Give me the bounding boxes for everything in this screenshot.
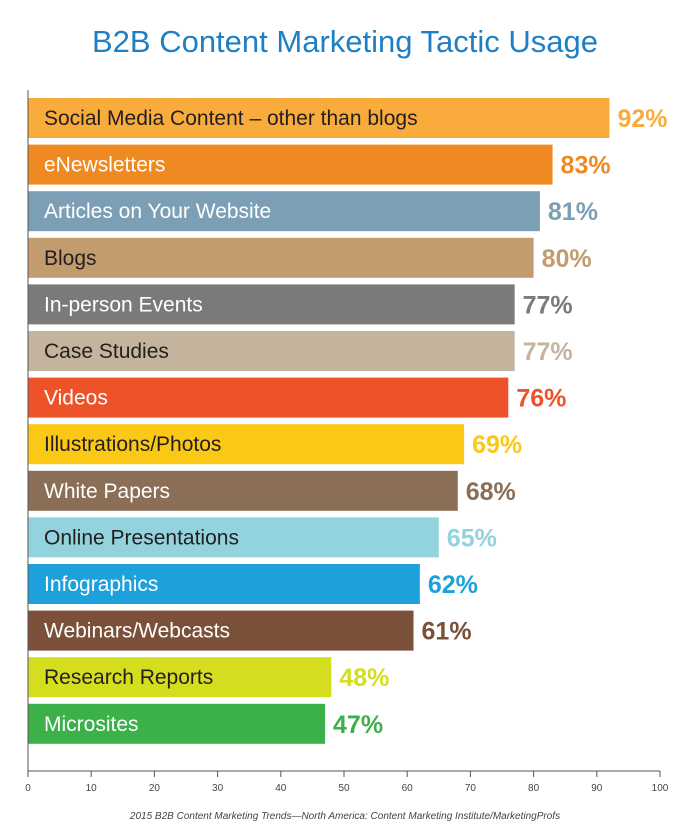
bar-category-label: Videos [44, 387, 108, 410]
chart-title: B2B Content Marketing Tactic Usage [92, 24, 598, 59]
bar-category-label: Illustrations/Photos [44, 433, 221, 456]
x-tick-label: 50 [338, 783, 350, 794]
bar-value-label: 48% [339, 664, 389, 692]
bar-category-label: Articles on Your Website [44, 200, 271, 223]
bar [28, 98, 610, 138]
bar-category-label: Online Presentations [44, 526, 239, 549]
bar-value-label: 65% [447, 524, 497, 552]
bars-group: Social Media Content – other than blogs 9… [28, 98, 667, 744]
bar [28, 657, 332, 698]
x-tick-label: 0 [25, 783, 31, 794]
bar-category-label: Infographics [44, 573, 158, 596]
bar-category-label: In-person Events [44, 293, 203, 316]
bar-category-label: White Papers [44, 480, 170, 503]
bar-category-label: eNewsletters [44, 154, 165, 177]
bar-value-label: 80% [542, 245, 592, 273]
x-tick-label: 40 [275, 783, 287, 794]
x-tick-label: 10 [86, 783, 98, 794]
bar-category-label: Webinars/Webcasts [44, 620, 230, 643]
bar-category-label: Research Reports [44, 666, 213, 689]
bar-value-label: 92% [617, 105, 667, 133]
bar-value-label: 81% [548, 198, 598, 226]
bar-category-label: Social Media Content – other than blogs [44, 107, 418, 130]
source-note: 2015 B2B Content Marketing Trends—North … [129, 811, 560, 822]
bar-value-label: 47% [333, 711, 383, 739]
x-tick-label: 70 [465, 783, 477, 794]
bar [28, 191, 540, 232]
bar-value-label: 76% [516, 385, 566, 413]
bar-category-label: Microsites [44, 713, 139, 736]
x-tick-label: 20 [149, 783, 161, 794]
bar [28, 610, 414, 651]
bar [28, 703, 326, 744]
bar [28, 564, 420, 604]
bar [28, 377, 509, 418]
bar-value-label: 62% [428, 571, 478, 599]
bar [28, 424, 465, 465]
bar [28, 284, 515, 325]
bar-value-label: 69% [472, 431, 522, 459]
bar-category-label: Blogs [44, 247, 97, 270]
x-tick-label: 80 [528, 783, 540, 794]
bar [28, 237, 534, 278]
x-tick-label: 90 [591, 783, 603, 794]
bar-value-label: 68% [466, 478, 516, 506]
bar-value-label: 77% [523, 291, 573, 319]
x-tick-label: 60 [402, 783, 414, 794]
x-tick-label: 100 [652, 783, 669, 794]
x-ticks-group: 0 10 20 30 40 50 60 70 80 90 100 [25, 771, 669, 794]
x-tick-label: 30 [212, 783, 224, 794]
bar [28, 331, 515, 371]
bar-value-label: 77% [523, 338, 573, 366]
bar [28, 470, 458, 511]
bar-category-label: Case Studies [44, 340, 169, 363]
bar [28, 144, 553, 185]
bar-value-label: 61% [422, 618, 472, 646]
bar-value-label: 83% [561, 152, 611, 180]
bar [28, 517, 439, 558]
